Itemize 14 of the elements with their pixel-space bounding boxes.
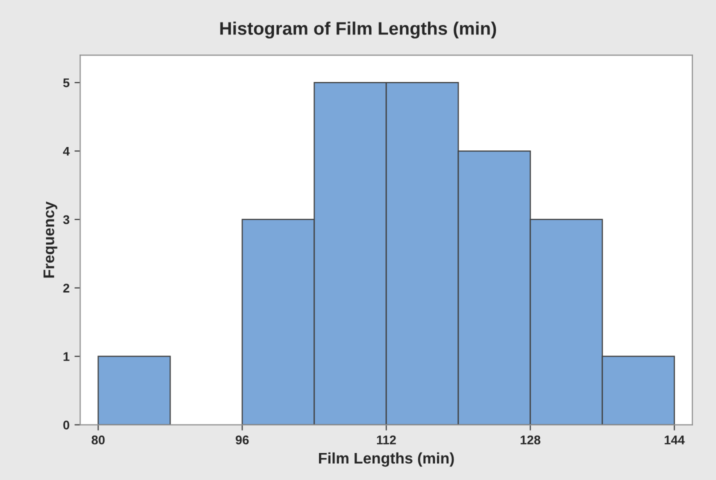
x-tick-label: 144 — [664, 436, 685, 444]
chart-title: Histogram of Film Lengths (min) — [220, 22, 496, 39]
x-tick-label: 80 — [92, 436, 105, 444]
x-tick-label: 112 — [376, 436, 396, 444]
y-tick-label: 0 — [63, 420, 70, 430]
y-axis-title: Frequency — [44, 201, 58, 278]
y-tick-label: 3 — [63, 215, 70, 224]
y-tick-label: 2 — [63, 284, 70, 292]
y-tick-label: 1 — [64, 352, 70, 361]
y-tick-label: 5 — [63, 78, 70, 88]
x-tick-label: 96 — [236, 436, 249, 444]
x-axis-title: Film Lengths (min) — [318, 452, 454, 467]
y-tick-label: 4 — [63, 146, 70, 156]
x-tick-label: 128 — [520, 436, 540, 444]
